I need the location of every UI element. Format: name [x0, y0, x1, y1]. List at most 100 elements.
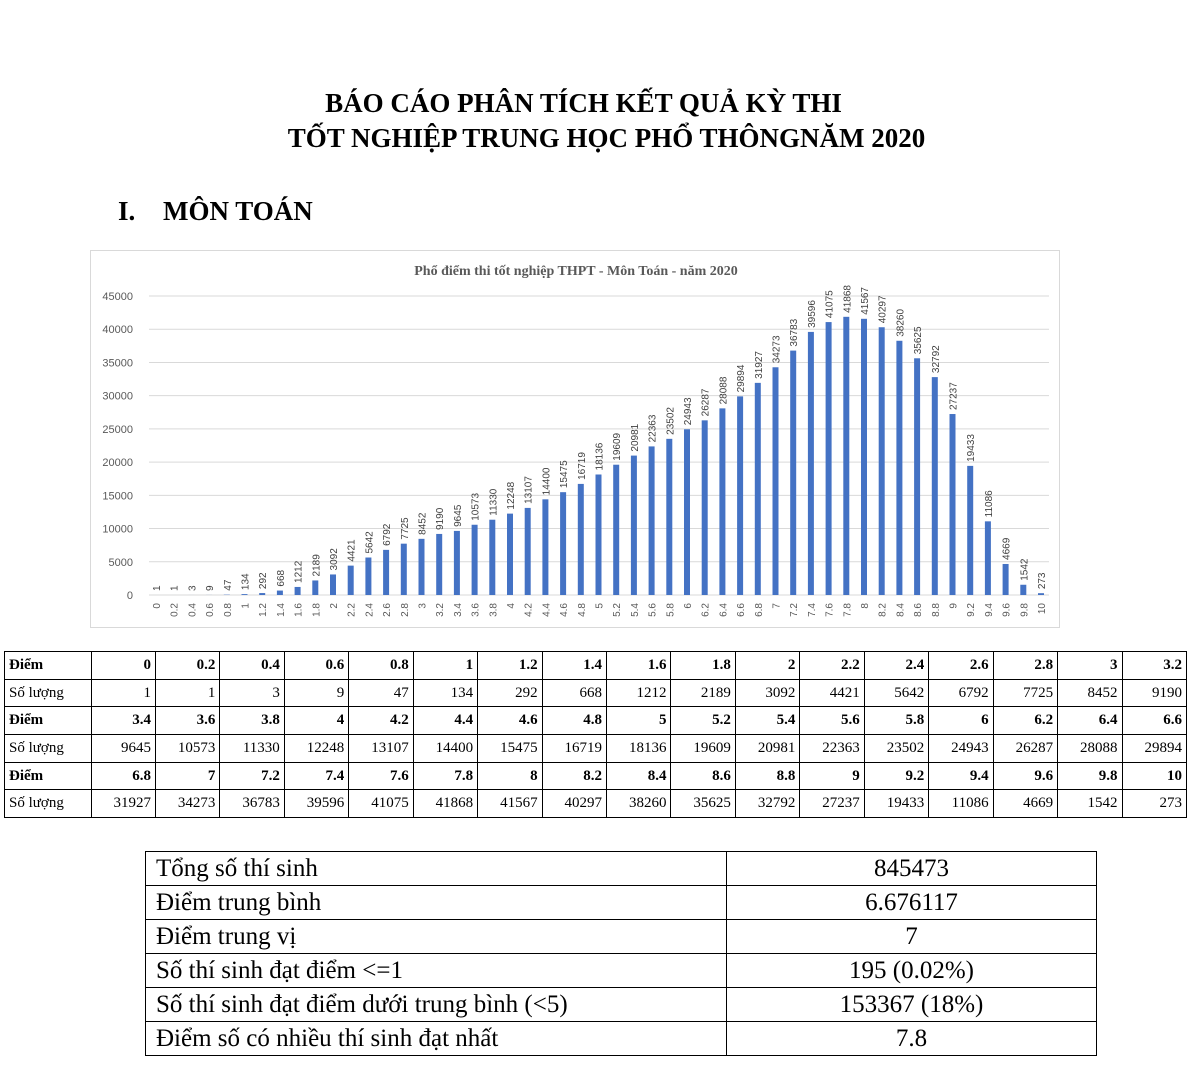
score-cell: 6.8: [90, 761, 156, 791]
score-cell: 2.2: [799, 651, 865, 680]
x-tick-label: 4.2: [524, 603, 535, 617]
bar: [1038, 593, 1044, 595]
chart-title: Phổ điểm thi tốt nghiệp THPT - Môn Toán …: [414, 264, 737, 279]
x-tick-label: 0: [152, 603, 163, 609]
count-cell: 4669: [992, 789, 1059, 819]
x-tick-label: 2.8: [400, 603, 411, 617]
score-cell: 0.6: [283, 651, 350, 680]
x-tick-label: 2: [329, 603, 340, 609]
score-cell: 7.8: [412, 761, 479, 791]
y-tick-label: 10000: [102, 524, 133, 536]
y-tick-label: 15000: [102, 490, 133, 502]
score-cell: 5.4: [734, 706, 801, 736]
count-cell: 134: [412, 678, 479, 708]
score-cell: 7.6: [348, 761, 414, 791]
stat-label: Điểm trung bình: [145, 885, 727, 920]
stat-label: Điểm trung vị: [145, 919, 727, 954]
data-label: 292: [258, 572, 269, 589]
bar: [967, 465, 974, 595]
data-label: 23502: [665, 407, 676, 435]
data-label: 41868: [842, 285, 853, 313]
x-tick-label: 6.8: [754, 603, 765, 617]
score-cell: 0.4: [219, 651, 285, 680]
bar: [949, 414, 956, 595]
count-cell: 11330: [219, 734, 285, 763]
y-tick-label: 5000: [109, 557, 133, 569]
data-label: 38260: [895, 309, 906, 337]
count-cell: 31927: [90, 789, 156, 819]
data-label: 8452: [418, 512, 429, 535]
bar: [489, 519, 496, 595]
data-label: 22363: [648, 414, 659, 442]
score-cell: 6.2: [992, 706, 1059, 736]
count-cell: 2189: [670, 678, 736, 708]
score-cell: 9.2: [863, 761, 930, 791]
score-cell: 5.8: [863, 706, 930, 736]
score-cell: 10: [1121, 761, 1187, 791]
count-cell: 11086: [928, 789, 994, 819]
bar: [383, 549, 390, 595]
x-tick-label: 9.2: [966, 603, 977, 617]
data-label: 6792: [382, 523, 393, 546]
x-tick-label: 8.4: [895, 603, 906, 617]
x-tick-label: 5.6: [648, 603, 659, 617]
y-tick-label: 40000: [102, 324, 133, 336]
x-tick-label: 5.2: [612, 603, 623, 617]
data-label: 273: [1037, 572, 1048, 589]
data-label: 26287: [701, 388, 712, 416]
count-cell: 41868: [412, 789, 479, 819]
report-title-line-2: TỐT NGHIỆP TRUNG HỌC PHỔ THÔNGNĂM 2020: [287, 123, 926, 153]
count-cell: 47: [348, 678, 414, 708]
bar: [524, 507, 531, 595]
data-label: 41075: [825, 290, 836, 318]
count-cell: 1212: [605, 678, 672, 708]
x-tick-label: 4.6: [559, 603, 570, 617]
data-label: 32792: [931, 345, 942, 373]
bar: [330, 574, 336, 595]
score-row: Điểm 0 0.2 0.4 0.6 0.8 1 1.2 1.4 1.6 1.8 2 2.2 2.4 2.6…: [4, 651, 1187, 680]
count-cell: 9190: [1121, 678, 1187, 708]
y-tick-label: 25000: [102, 424, 133, 436]
bar: [807, 331, 814, 595]
bar: [613, 464, 620, 595]
data-label: 11086: [984, 490, 995, 518]
count-cell: 1542: [1057, 789, 1123, 819]
score-cell: 4.2: [348, 706, 414, 736]
count-cell: 32792: [734, 789, 801, 819]
x-tick-label: 3.4: [453, 603, 464, 617]
x-tick-label: 4.8: [577, 603, 588, 617]
score-cell: 6: [928, 706, 994, 736]
score-cell: 8.4: [605, 761, 672, 791]
bar: [737, 396, 744, 595]
bar: [347, 565, 354, 595]
score-cell: 7.2: [219, 761, 285, 791]
score-cell: 0: [90, 651, 156, 680]
count-cell: 41567: [477, 789, 543, 819]
x-tick-label: 7.4: [807, 603, 818, 617]
score-cell: 0.2: [154, 651, 221, 680]
count-cell: 27237: [799, 789, 865, 819]
stat-value: 7.8: [726, 1021, 1097, 1056]
section-title: MÔN TOÁN: [163, 196, 313, 226]
section-heading: I. MÔN TOÁN: [118, 196, 313, 227]
data-label: 28088: [718, 376, 729, 404]
row-header: Số lượng: [4, 789, 92, 819]
score-cell: 1: [412, 651, 479, 680]
score-cell: 6.4: [1057, 706, 1123, 736]
count-cell: 16719: [541, 734, 608, 763]
data-label: 24943: [683, 397, 694, 425]
bar: [471, 524, 478, 595]
data-label: 5642: [364, 531, 375, 554]
x-tick-label: 0.4: [187, 603, 198, 617]
bar: [648, 446, 655, 595]
count-cell: 38260: [605, 789, 672, 819]
score-cell: 1.6: [605, 651, 672, 680]
x-tick-label: 7.8: [842, 603, 853, 617]
bar: [595, 474, 602, 595]
x-tick-label: 2.6: [382, 603, 393, 617]
count-cell: 5642: [863, 678, 930, 708]
x-tick-label: 2.2: [347, 603, 358, 617]
bar: [241, 594, 248, 595]
count-row: Số lượng 9645 10573 11330 12248 13107 14400 154…: [4, 734, 1187, 763]
bar: [843, 316, 850, 595]
